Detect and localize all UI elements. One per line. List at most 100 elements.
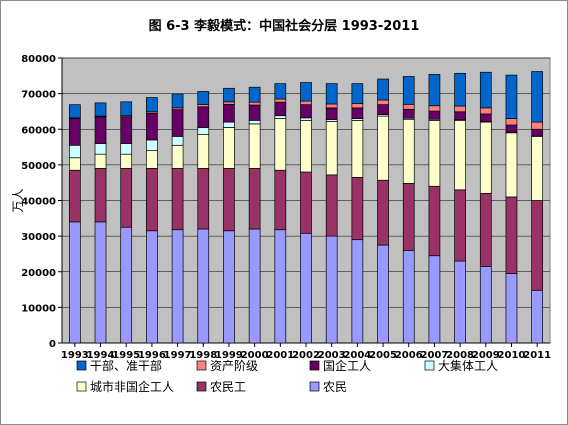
x-tick-label: 2011 bbox=[523, 350, 551, 361]
chart-title: 图 6-3 李毅模式：中国社会分层 1993-2011 bbox=[149, 18, 420, 34]
bar-segment bbox=[402, 108, 415, 119]
legend-swatch bbox=[76, 360, 87, 371]
bar-segment bbox=[325, 174, 338, 237]
bar-segment bbox=[300, 100, 312, 106]
bar-segment bbox=[248, 168, 261, 230]
legend-label: 城市非国企工人 bbox=[90, 379, 174, 394]
bar-segment bbox=[531, 121, 544, 130]
bar-segment bbox=[248, 86, 261, 103]
bar-segment bbox=[428, 105, 441, 112]
bar-segment bbox=[274, 115, 287, 119]
legend-label: 国企工人 bbox=[323, 358, 371, 373]
legend-label: 干部、准干部 bbox=[90, 358, 162, 373]
bar-segment bbox=[146, 112, 158, 141]
bar-segment bbox=[377, 115, 389, 181]
legend-swatch bbox=[309, 360, 320, 371]
bars bbox=[68, 71, 544, 344]
bar-segment bbox=[223, 168, 235, 232]
bar-segment bbox=[505, 273, 518, 344]
bar-segment bbox=[197, 228, 210, 344]
bar-segment bbox=[68, 144, 81, 159]
bar-segment bbox=[300, 82, 312, 102]
x-tick-label: 1995 bbox=[112, 350, 140, 361]
bar-segment bbox=[68, 157, 81, 171]
bar-segment bbox=[146, 168, 158, 232]
bar-segment bbox=[505, 124, 518, 133]
legend-label: 农民工 bbox=[210, 380, 246, 394]
bar-segment bbox=[223, 230, 235, 344]
bar-segment bbox=[197, 134, 210, 169]
x-tick-label: 2005 bbox=[369, 350, 397, 361]
bar-segment bbox=[223, 127, 235, 169]
bar-segment bbox=[351, 83, 364, 104]
bar-segment bbox=[377, 104, 389, 115]
bar-segment bbox=[454, 111, 466, 120]
bar-segment bbox=[377, 179, 389, 246]
x-tick-label: 2003 bbox=[318, 350, 346, 361]
bar-segment bbox=[505, 74, 518, 119]
bar-segment bbox=[505, 118, 518, 126]
bar-segment bbox=[402, 103, 415, 110]
bar-segment bbox=[274, 169, 287, 231]
x-tick-label: 1997 bbox=[164, 350, 192, 361]
x-tick-label: 2002 bbox=[292, 350, 320, 361]
bar-segment bbox=[377, 99, 389, 106]
legend-label: 大集体工人 bbox=[438, 358, 498, 373]
y-tick-label: 60000 bbox=[21, 125, 56, 136]
bar-segment bbox=[171, 168, 184, 231]
bar-segment bbox=[248, 228, 261, 344]
y-tick-label: 30000 bbox=[21, 232, 56, 243]
bar-segment bbox=[68, 104, 81, 119]
bar-segment bbox=[428, 185, 441, 257]
x-tick-label: 2004 bbox=[343, 350, 371, 361]
bar-segment bbox=[248, 101, 261, 106]
legend-label: 资产阶级 bbox=[210, 359, 258, 373]
bar-segment bbox=[454, 189, 466, 262]
bar-segment bbox=[531, 289, 544, 344]
bar-segment bbox=[197, 106, 210, 128]
legend-swatch bbox=[196, 360, 207, 371]
bar-segment bbox=[274, 118, 287, 171]
bar-segment bbox=[454, 119, 466, 191]
bar-segment bbox=[351, 239, 364, 344]
bar-segment bbox=[146, 97, 158, 113]
x-tick-label: 1998 bbox=[189, 350, 217, 361]
y-axis-label: 万人 bbox=[11, 188, 25, 212]
bar-segment bbox=[300, 232, 312, 344]
x-tick-label: 1999 bbox=[215, 350, 243, 361]
bar-segment bbox=[479, 193, 492, 267]
bar-segment bbox=[223, 103, 235, 123]
bar-segment bbox=[146, 150, 158, 169]
bar-segment bbox=[300, 119, 312, 173]
bar-segment bbox=[402, 183, 415, 251]
bar-segment bbox=[325, 121, 338, 176]
legend-label: 农民 bbox=[323, 380, 347, 394]
bar-segment bbox=[479, 121, 492, 194]
y-tick-label: 0 bbox=[49, 339, 56, 350]
bar-segment bbox=[428, 110, 441, 120]
bar-segment bbox=[120, 116, 133, 144]
bar-segment bbox=[505, 132, 518, 198]
y-tick-label: 50000 bbox=[21, 161, 56, 172]
legend-swatch bbox=[424, 360, 435, 371]
bar-segment bbox=[479, 71, 492, 109]
bar-segment bbox=[454, 105, 466, 113]
bar-segment bbox=[94, 116, 107, 144]
bar-segment bbox=[120, 153, 133, 169]
bar-segment bbox=[171, 93, 184, 109]
x-tick-label: 2006 bbox=[395, 350, 423, 361]
bar-segment bbox=[274, 229, 287, 344]
legend-swatch bbox=[196, 381, 207, 392]
bar-segment bbox=[171, 144, 184, 169]
bar-segment bbox=[94, 153, 107, 169]
bar-segment bbox=[120, 101, 133, 117]
bar-segment bbox=[428, 255, 441, 344]
bar-segment bbox=[146, 230, 158, 344]
bar-segment bbox=[402, 250, 415, 344]
bar-segment bbox=[479, 266, 492, 344]
bar-segment bbox=[94, 143, 107, 155]
bar-segment bbox=[274, 98, 287, 103]
bar-segment bbox=[274, 101, 287, 117]
